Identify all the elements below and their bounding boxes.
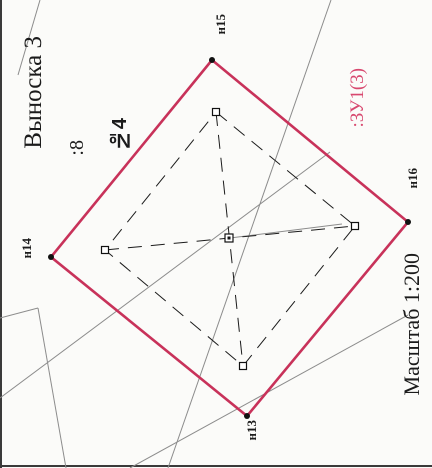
callout-sublabel: :8 — [66, 140, 88, 156]
parcel-code-label: :ЗУ1(3) — [347, 68, 368, 128]
scale-label: Масштаб 1:200 — [399, 253, 424, 396]
background-line — [229, 223, 343, 239]
vertex-marker — [238, 361, 248, 371]
background-line — [37, 307, 67, 468]
point-marker-h15 — [209, 57, 215, 63]
point-label-h15: н15 — [213, 14, 228, 35]
background-line — [167, 0, 332, 468]
frame-left-border — [0, 0, 2, 468]
vertex-marker — [100, 245, 110, 255]
point-label-h16: н16 — [405, 168, 420, 189]
point-marker-h16 — [405, 219, 411, 225]
background-line — [0, 151, 331, 399]
point-marker-h14 — [48, 254, 54, 260]
callout-title: Выноска 3 — [20, 36, 47, 149]
point-label-h14: н14 — [19, 238, 34, 259]
vertex-marker — [350, 221, 360, 231]
background-line — [17, 0, 41, 76]
parcel-number-label: №4 — [109, 118, 131, 152]
center-marker-inner — [227, 236, 231, 240]
point-label-h13: н13 — [244, 420, 259, 441]
point-marker-h13 — [244, 413, 250, 419]
vertex-marker — [211, 107, 221, 117]
background-line — [0, 307, 39, 319]
building-outline — [104, 111, 356, 367]
frame-bottom-border — [0, 465, 432, 467]
